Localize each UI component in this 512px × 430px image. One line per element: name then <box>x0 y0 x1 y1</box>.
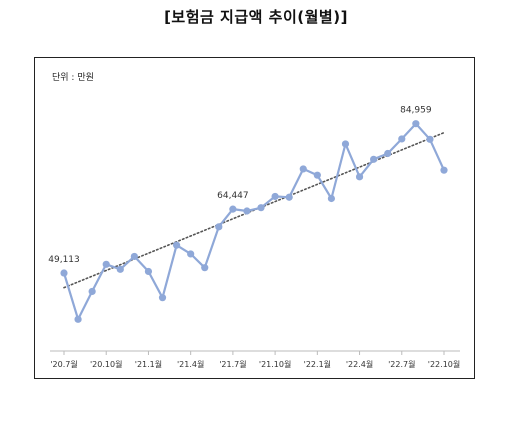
data-point <box>327 194 336 203</box>
data-point <box>412 120 420 128</box>
x-tick-label: '21.7월 <box>219 359 246 369</box>
series-line <box>62 122 446 321</box>
data-point <box>384 149 392 158</box>
data-point <box>60 269 68 277</box>
x-tick-label: '20.10월 <box>90 359 122 369</box>
x-tick-label: '21.10월 <box>259 359 291 369</box>
data-point <box>144 267 153 276</box>
x-tick-label: '22.7월 <box>388 359 415 369</box>
x-tick-label: '20.7월 <box>50 359 77 369</box>
unit-label: 단위 : 만원 <box>52 73 94 83</box>
data-point <box>88 287 96 296</box>
data-point <box>130 252 138 261</box>
data-point <box>102 260 110 268</box>
data-label: 49,113 <box>48 255 80 265</box>
x-tick-label: '22.1월 <box>304 359 331 369</box>
data-point <box>370 155 378 163</box>
data-label: 84,959 <box>400 106 432 116</box>
data-point <box>426 135 434 143</box>
data-point <box>229 205 237 213</box>
data-point <box>355 173 364 181</box>
data-point <box>74 315 82 323</box>
data-point <box>116 265 124 273</box>
chart-frame <box>34 57 475 379</box>
data-point <box>285 193 293 201</box>
x-tick-label: '21.1월 <box>135 359 162 369</box>
x-tick-label: '22.10월 <box>428 359 460 369</box>
data-point <box>299 165 307 173</box>
chart-title: [보험금 지급액 추이(월별)] <box>164 8 348 26</box>
data-point <box>201 264 209 272</box>
data-point <box>187 250 195 258</box>
data-point <box>271 192 279 201</box>
data-point <box>257 204 265 212</box>
data-point <box>243 207 251 215</box>
data-point <box>158 294 167 302</box>
data-point <box>398 135 406 143</box>
data-point <box>341 140 350 148</box>
data-point <box>440 166 448 174</box>
data-point <box>313 171 321 179</box>
data-label: 64,447 <box>217 191 249 201</box>
x-tick-label: '22.4월 <box>346 359 373 369</box>
data-point <box>172 241 181 249</box>
data-point <box>215 223 223 231</box>
x-tick-label: '21.4월 <box>177 359 204 369</box>
